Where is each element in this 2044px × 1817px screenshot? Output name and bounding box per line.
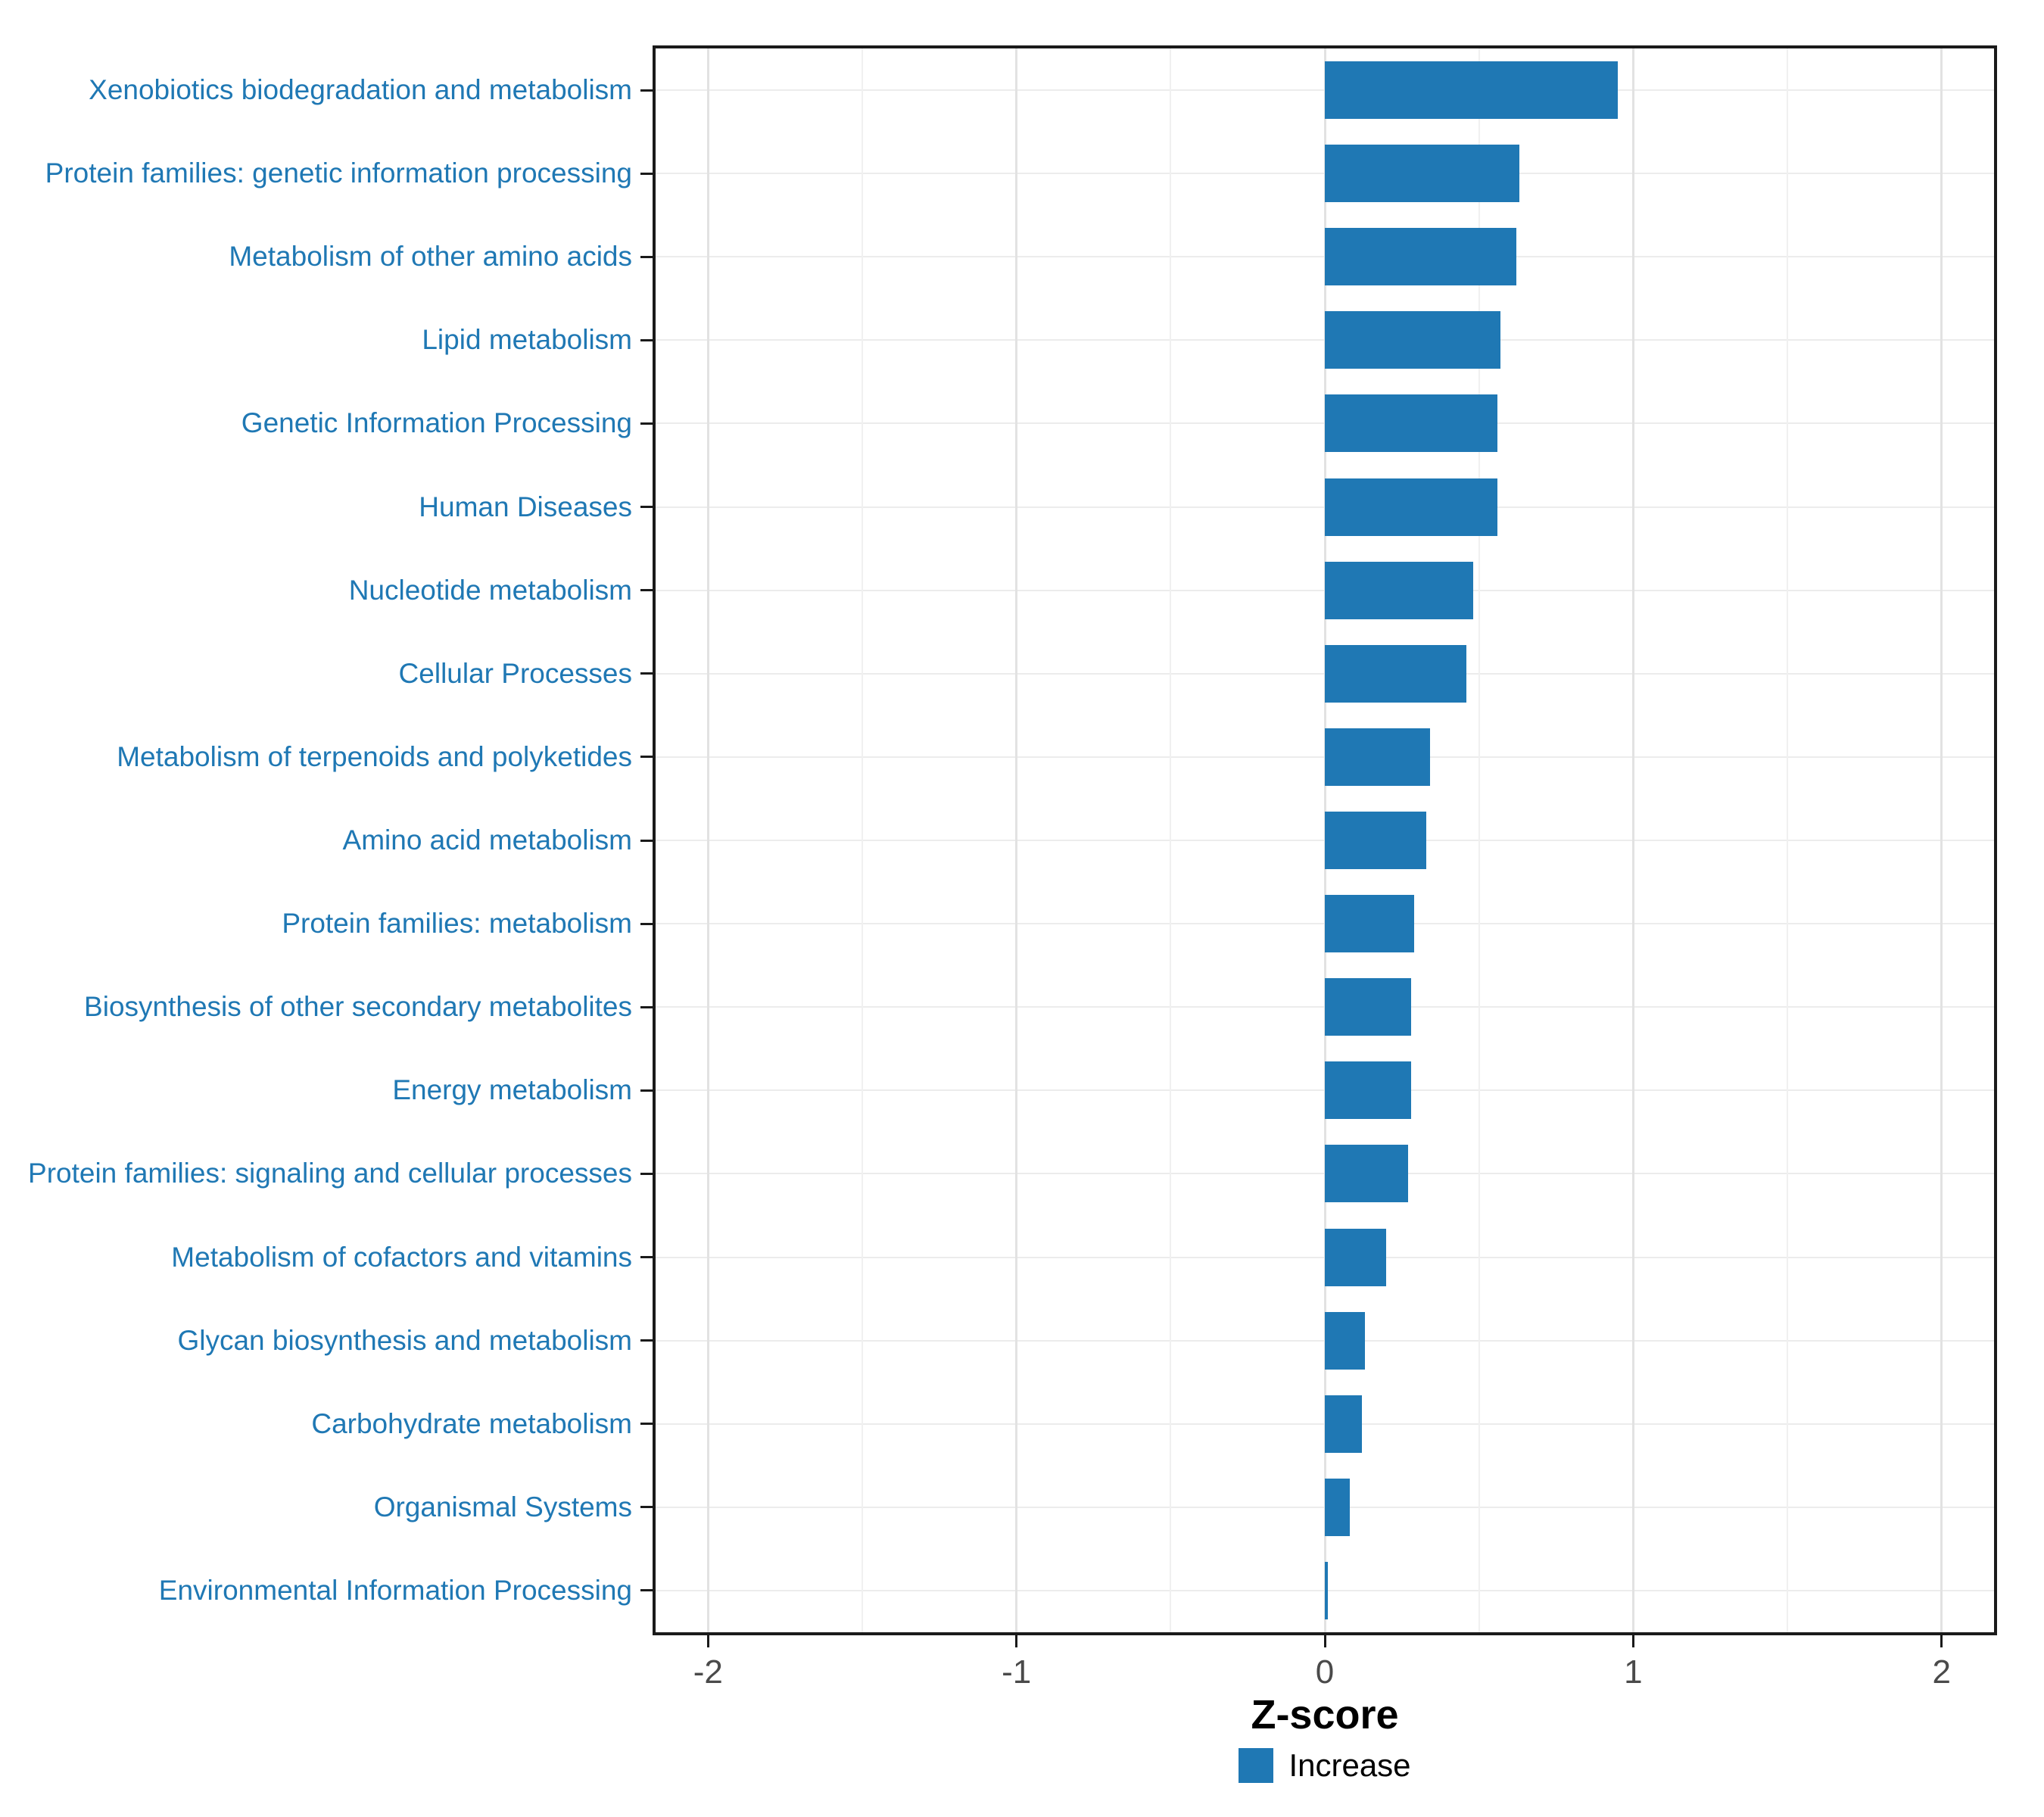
y-axis-tick bbox=[640, 1339, 653, 1342]
vertical-minor-gridline bbox=[861, 48, 863, 1632]
x-axis-tick-label: 2 bbox=[1932, 1653, 1951, 1691]
y-axis-tick bbox=[640, 922, 653, 925]
x-axis-tick bbox=[1631, 1635, 1634, 1647]
y-axis-tick bbox=[640, 338, 653, 341]
y-axis-label: Nucleotide metabolism bbox=[348, 574, 632, 606]
y-axis-label: Metabolism of cofactors and vitamins bbox=[171, 1241, 632, 1273]
y-axis-label: Protein families: signaling and cellular… bbox=[28, 1158, 632, 1189]
x-axis-title: Z-score bbox=[1251, 1692, 1399, 1738]
x-axis-tick-label: 1 bbox=[1624, 1653, 1643, 1691]
y-axis-label: Protein families: genetic information pr… bbox=[45, 157, 632, 189]
y-axis-tick bbox=[640, 422, 653, 425]
x-axis-tick bbox=[1015, 1635, 1018, 1647]
y-axis-label: Lipid metabolism bbox=[422, 324, 632, 356]
x-axis-tick bbox=[1940, 1635, 1943, 1647]
bar bbox=[1325, 1228, 1387, 1286]
y-axis-tick bbox=[640, 672, 653, 675]
bar bbox=[1325, 728, 1430, 786]
y-axis-tick bbox=[640, 839, 653, 842]
y-axis-label: Cellular Processes bbox=[398, 657, 632, 689]
y-axis-tick bbox=[640, 1423, 653, 1426]
bar bbox=[1325, 1478, 1350, 1536]
y-axis-label: Protein families: metabolism bbox=[282, 908, 632, 940]
y-axis-tick bbox=[640, 1089, 653, 1092]
x-axis-tick-label: -2 bbox=[693, 1653, 723, 1691]
y-axis-tick bbox=[640, 756, 653, 759]
x-axis-tick bbox=[1323, 1635, 1326, 1647]
chart-panel bbox=[653, 45, 1997, 1635]
bar bbox=[1325, 1561, 1329, 1619]
bar bbox=[1325, 228, 1516, 286]
y-axis-tick bbox=[640, 89, 653, 92]
y-axis-label: Xenobiotics biodegradation and metabolis… bbox=[89, 74, 632, 106]
x-axis-tick bbox=[706, 1635, 709, 1647]
vertical-minor-gridline bbox=[1478, 48, 1480, 1632]
y-axis-label: Organismal Systems bbox=[373, 1491, 632, 1522]
y-axis-labels: Xenobiotics biodegradation and metabolis… bbox=[0, 48, 632, 1632]
y-axis-tick bbox=[640, 589, 653, 592]
y-axis-tick bbox=[640, 1256, 653, 1259]
bar bbox=[1325, 644, 1467, 703]
legend-label: Increase bbox=[1288, 1747, 1411, 1783]
bar bbox=[1325, 812, 1427, 869]
y-axis-label: Amino acid metabolism bbox=[342, 824, 632, 856]
bar bbox=[1325, 1395, 1362, 1453]
x-axis-tick-label: 0 bbox=[1315, 1653, 1335, 1691]
y-axis-tick bbox=[640, 1506, 653, 1509]
bar bbox=[1325, 394, 1498, 453]
y-axis-tick bbox=[640, 1172, 653, 1175]
y-axis-tick bbox=[640, 255, 653, 258]
bar bbox=[1325, 978, 1412, 1036]
vertical-major-gridline bbox=[1940, 48, 1943, 1632]
bar bbox=[1325, 1061, 1412, 1120]
y-axis-label: Carbohydrate metabolism bbox=[311, 1407, 632, 1439]
y-axis-label: Metabolism of terpenoids and polyketides bbox=[117, 740, 632, 772]
y-axis-label: Environmental Information Processing bbox=[158, 1574, 632, 1606]
vertical-major-gridline bbox=[706, 48, 709, 1632]
legend: Increase bbox=[1136, 1743, 1514, 1788]
vertical-minor-gridline bbox=[1787, 48, 1789, 1632]
bar bbox=[1325, 478, 1498, 536]
vertical-major-gridline bbox=[1631, 48, 1634, 1632]
y-axis-tick bbox=[640, 506, 653, 509]
y-axis-label: Biosynthesis of other secondary metaboli… bbox=[84, 991, 632, 1023]
vertical-major-gridline bbox=[1015, 48, 1018, 1632]
bar bbox=[1325, 61, 1618, 120]
legend-swatch-increase bbox=[1239, 1748, 1274, 1783]
y-axis-label: Metabolism of other amino acids bbox=[229, 241, 632, 273]
y-axis-label: Energy metabolism bbox=[392, 1074, 632, 1106]
y-axis-tick bbox=[640, 172, 653, 175]
y-axis-tick bbox=[640, 1005, 653, 1008]
bar bbox=[1325, 1145, 1408, 1203]
bar bbox=[1325, 145, 1519, 203]
y-axis-label: Human Diseases bbox=[419, 491, 632, 522]
y-axis-tick bbox=[640, 1589, 653, 1592]
vertical-minor-gridline bbox=[1170, 48, 1172, 1632]
y-axis-label: Glycan biosynthesis and metabolism bbox=[177, 1324, 632, 1356]
bar bbox=[1325, 1311, 1365, 1370]
bar bbox=[1325, 561, 1473, 619]
bar bbox=[1325, 895, 1415, 953]
bar bbox=[1325, 311, 1501, 369]
y-axis-label: Genetic Information Processing bbox=[241, 407, 632, 439]
x-axis-tick-label: -1 bbox=[1002, 1653, 1032, 1691]
